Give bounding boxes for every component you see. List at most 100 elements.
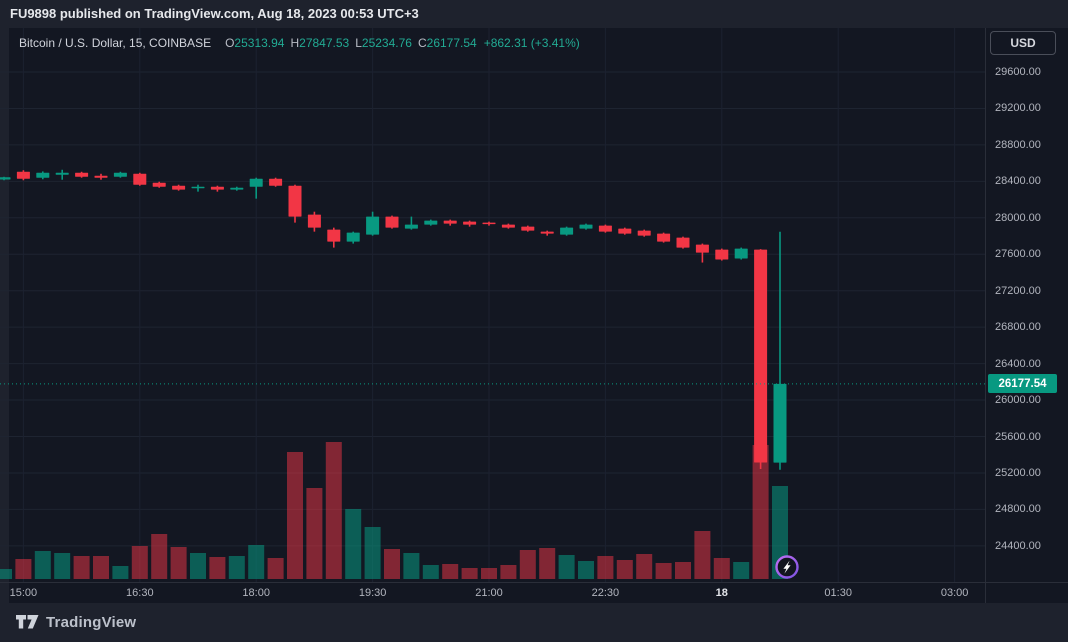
tradingview-logo-icon[interactable] [16,615,39,629]
candle-body [560,227,574,235]
candle-body [424,220,438,225]
candle-body [754,249,768,463]
price-tick-label: 26000.00 [995,394,1041,407]
volume-bar [15,559,32,579]
candle-body [0,177,11,180]
candle-body [598,225,612,232]
price-tick-label: 29200.00 [995,102,1041,115]
ohlc-value: 25234.76 [361,36,412,50]
volume-bar [209,557,226,579]
candle-body [307,214,321,228]
volume-bar [616,560,633,579]
price-tick-label: 27200.00 [995,284,1041,297]
price-tick-label: 25200.00 [995,466,1041,479]
candle-body [346,232,360,242]
candle-body [773,383,787,463]
volume-bar [655,563,672,579]
candle-body [676,237,690,248]
volume-bar [190,553,206,579]
volume-bar [325,442,342,579]
publish-bar: FU9898 published on TradingView.com, Aug… [0,0,1068,28]
candle-body [695,244,709,253]
volume-bar [0,569,12,579]
volume-bar [228,556,245,579]
publish-info: FU9898 published on TradingView.com, Aug… [10,6,419,21]
price-tick-label: 24800.00 [995,503,1041,516]
volume-bar [267,558,284,579]
volume-bar [713,558,730,579]
candle-body [16,171,30,179]
candle-body [210,186,224,190]
candle-body [113,172,127,177]
footer: TradingView [16,611,136,633]
candle-body [715,249,729,260]
currency-toggle-button[interactable]: USD [990,31,1056,55]
candle-body [172,185,186,190]
volume-bar [93,556,109,579]
ohlc-label: O [225,36,235,50]
candle-body [269,178,283,186]
candle-body [191,186,205,189]
price-tick-label: 28800.00 [995,138,1041,151]
volume-bar [694,531,711,579]
candle-body [637,230,651,236]
volume-bar [287,452,303,579]
volume-bar [54,553,71,579]
ohlc-value: 25313.94 [234,36,285,50]
price-tick-label: 27600.00 [995,248,1041,261]
ohlc-value: 27847.53 [299,36,350,50]
candle-body [463,221,477,225]
symbol-title[interactable]: Bitcoin / U.S. Dollar, 15, COINBASE [19,36,212,50]
candle-body [288,185,302,217]
change-value: +862.31 (+3.41%) [483,36,580,50]
volume-bar [306,488,323,579]
price-tick-label: 28000.00 [995,211,1041,224]
volume-bar [519,550,536,579]
ohlc-label: L [355,36,362,50]
price-tick-label: 26800.00 [995,321,1041,334]
price-tick-label: 29600.00 [995,66,1041,78]
candle-body [75,172,89,177]
volume-bar [636,554,653,579]
lightning-bolt-icon[interactable] [774,554,800,580]
volume-bar [481,568,497,579]
volume-bar [112,566,129,579]
candle-body [152,182,166,187]
candle-body [540,231,554,234]
ohlc-label: H [290,36,300,50]
volume-bar [131,546,148,579]
volume-bar [539,548,556,579]
time-tick-label: 22:30 [591,587,620,599]
volume-bar [34,551,51,579]
volume-bar [151,534,168,579]
volume-bar [558,555,575,579]
candle-body [133,173,147,185]
time-tick-label: 01:30 [824,587,852,599]
candle-body [55,172,69,175]
candle-body [404,224,418,229]
volume-bar [578,561,594,579]
price-tick-label: 26400.00 [995,357,1041,370]
price-tick-label: 24400.00 [995,539,1041,552]
price-tick-label: 28400.00 [995,175,1041,188]
chart-panel[interactable] [9,28,1068,603]
candle-body [249,178,263,187]
candle-body [618,228,632,234]
volume-bar [675,562,691,579]
ohlc-label: C [417,36,427,50]
candle-body [734,248,748,259]
time-tick-label: 19:30 [358,587,387,599]
price-tick-label: 25600.00 [995,430,1041,443]
time-tick-label: 18 [715,587,728,599]
volume-bar [752,445,769,579]
tradingview-wordmark[interactable]: TradingView [46,613,137,631]
volume-bar [364,527,381,579]
last-price-badge: 26177.54 [988,374,1057,394]
volume-bar [597,556,614,579]
volume-bar [345,509,362,579]
ohlc-values: O25313.94 H27847.53 L25234.76 C26177.54 [219,36,477,50]
candle-body [36,172,50,178]
candle-body [94,175,108,178]
